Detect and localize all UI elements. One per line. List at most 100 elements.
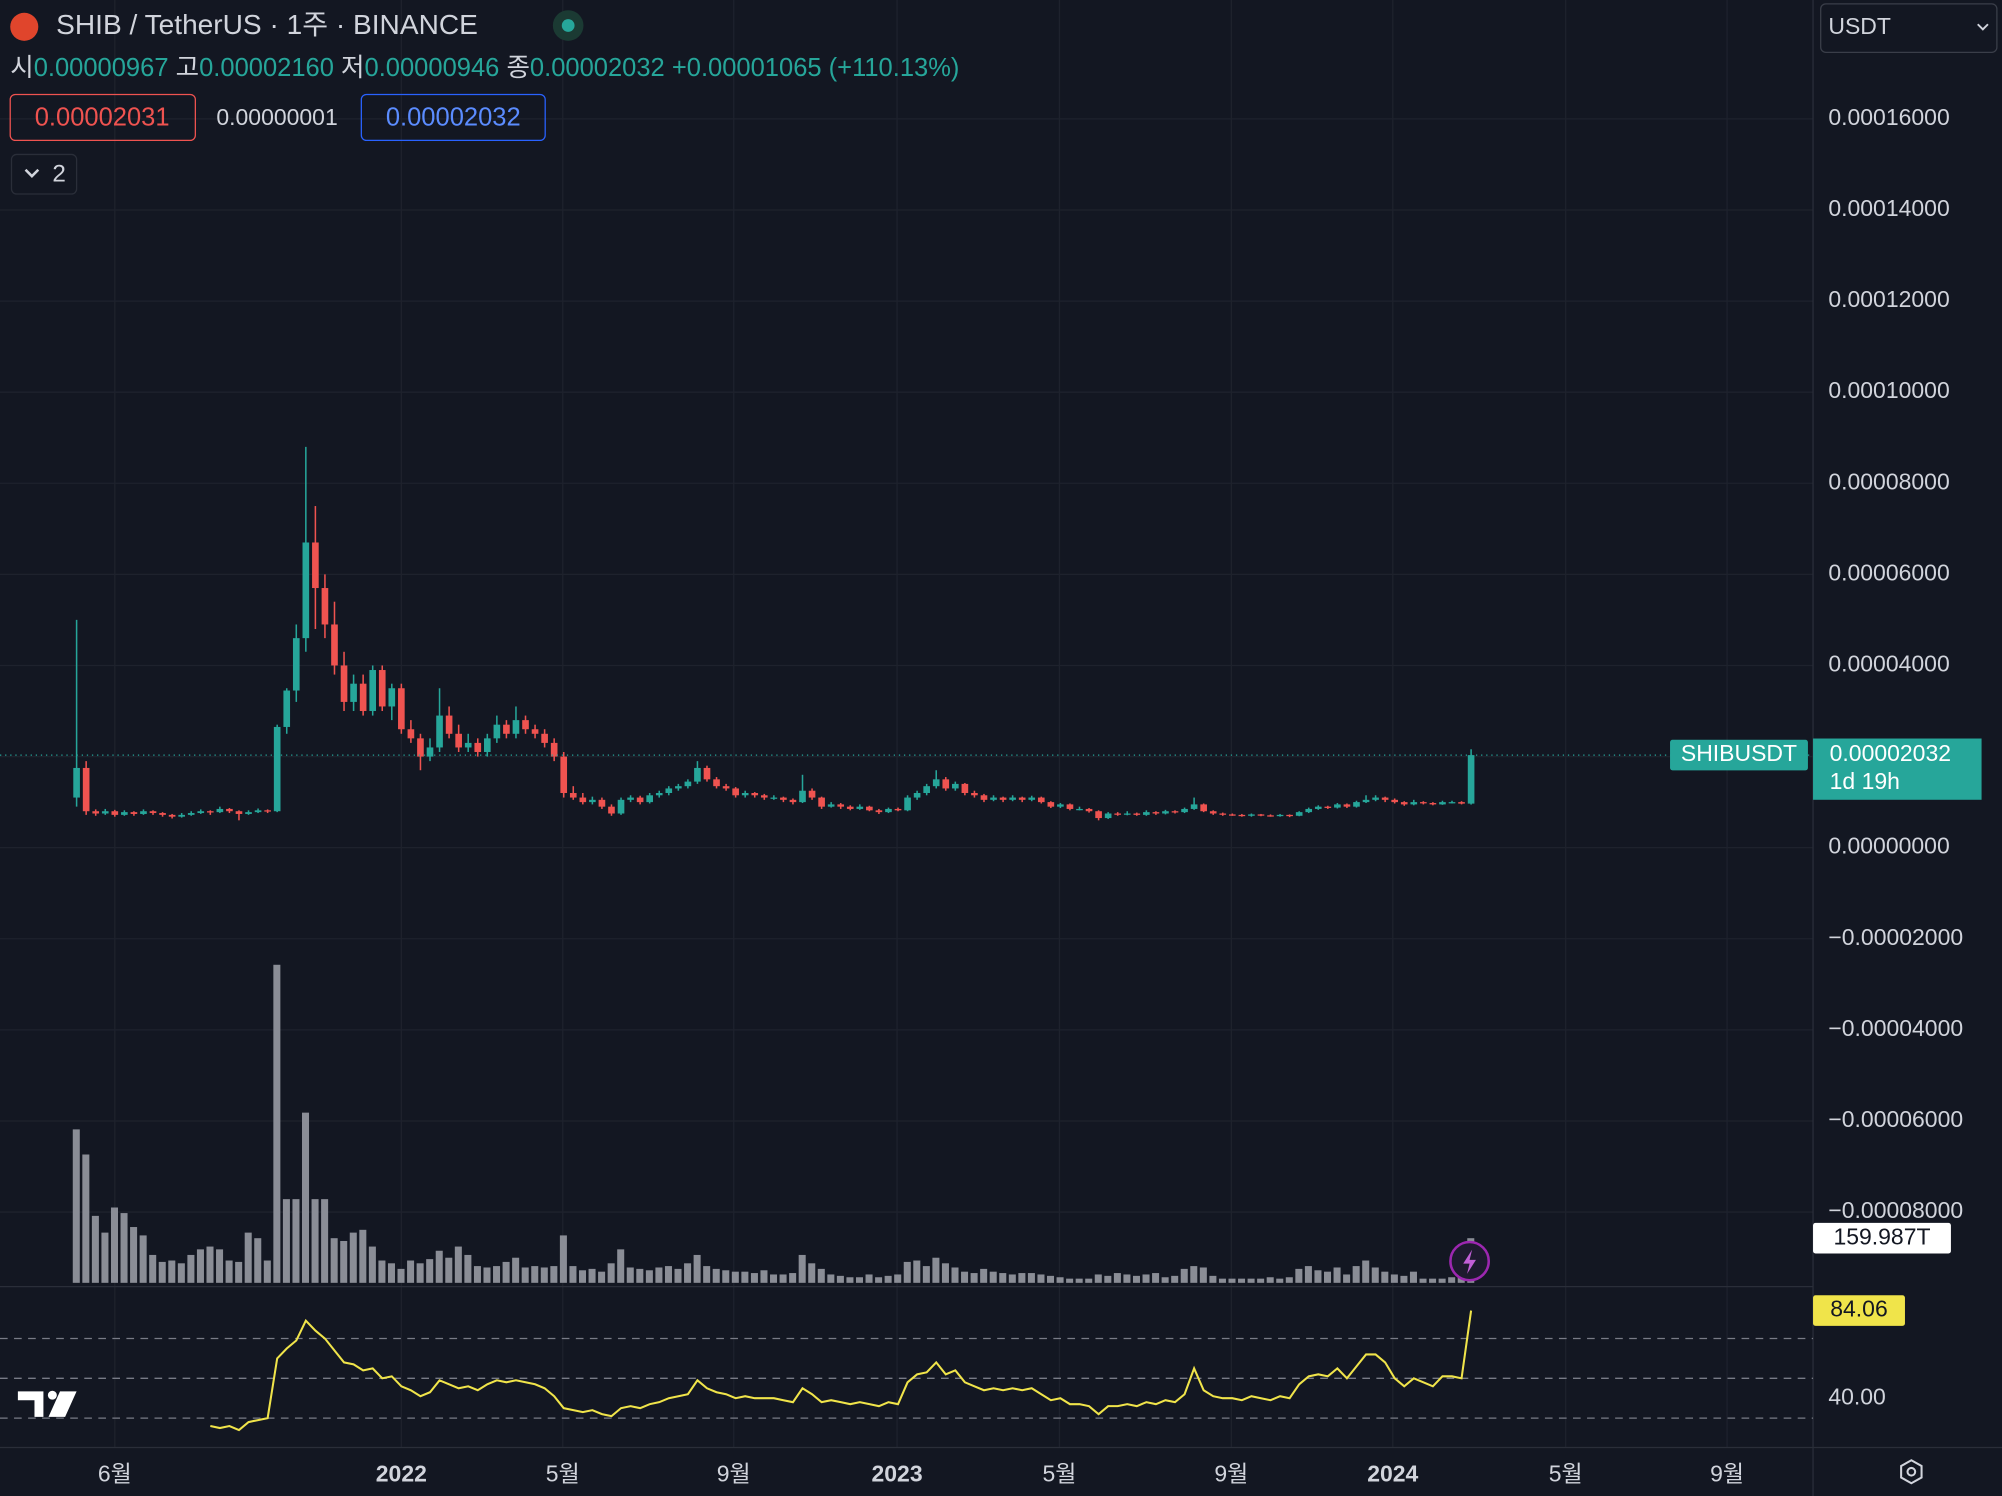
volume-bar bbox=[1161, 1277, 1169, 1283]
volume-bar bbox=[426, 1259, 434, 1283]
volume-bar bbox=[693, 1254, 701, 1283]
volume-bar bbox=[1190, 1266, 1198, 1283]
candle-body bbox=[1257, 814, 1265, 816]
sell-box[interactable] bbox=[9, 93, 196, 142]
spacer bbox=[499, 54, 506, 82]
settings-icon[interactable] bbox=[1900, 1459, 1923, 1485]
candle-body bbox=[894, 808, 902, 811]
volume-bar bbox=[216, 1249, 224, 1283]
candle-body bbox=[751, 793, 759, 796]
candle-body bbox=[598, 799, 606, 807]
candle-body bbox=[455, 733, 462, 748]
flash-bolt bbox=[1463, 1249, 1476, 1274]
volume-bar bbox=[1180, 1268, 1188, 1283]
volume-bar bbox=[206, 1246, 214, 1283]
volume-bar bbox=[1371, 1267, 1379, 1283]
x-tick-label: 9월 bbox=[1710, 1461, 1744, 1487]
candle-body bbox=[646, 795, 654, 803]
x-tick-label: 2023 bbox=[872, 1461, 923, 1487]
candle-body bbox=[159, 813, 166, 815]
indicator-count[interactable]: 2 bbox=[52, 160, 66, 187]
candle-body bbox=[541, 733, 548, 743]
volume-bar bbox=[473, 1266, 481, 1283]
volume-bar bbox=[273, 964, 281, 1283]
spacer bbox=[334, 54, 341, 82]
volume-bar bbox=[1304, 1266, 1312, 1283]
sell-price[interactable]: 0.00002031 bbox=[35, 103, 170, 131]
volume-bar bbox=[1314, 1270, 1322, 1283]
volume-bar bbox=[1075, 1278, 1083, 1283]
candle-body bbox=[92, 811, 100, 814]
volume-bar bbox=[932, 1257, 940, 1283]
candle-body bbox=[617, 799, 625, 814]
volume-bar bbox=[1066, 1278, 1074, 1283]
candle-body bbox=[426, 747, 434, 757]
candle-body bbox=[1248, 814, 1255, 816]
candle-body bbox=[493, 724, 501, 739]
candle-body bbox=[1095, 811, 1102, 819]
volume-bar bbox=[1142, 1274, 1150, 1283]
volume-bar bbox=[875, 1277, 883, 1283]
candle-body bbox=[675, 786, 682, 789]
volume-bar bbox=[1113, 1273, 1121, 1283]
candle-body bbox=[445, 715, 453, 734]
currency[interactable]: USDT bbox=[1828, 13, 1891, 39]
volume-bar bbox=[1295, 1268, 1303, 1283]
ohlc-value: 0.00000946 bbox=[365, 54, 500, 82]
candle-body bbox=[1400, 802, 1408, 805]
volume-bar bbox=[1285, 1277, 1293, 1283]
candle-body bbox=[569, 793, 577, 798]
candle-body bbox=[1381, 797, 1389, 800]
volume-bar bbox=[1448, 1277, 1456, 1283]
candle-body bbox=[999, 797, 1007, 800]
candle-body bbox=[694, 767, 701, 782]
volume-bar bbox=[158, 1261, 166, 1283]
volume-bar bbox=[664, 1266, 672, 1283]
candle-body bbox=[1324, 806, 1332, 808]
candle-body bbox=[398, 688, 405, 730]
candle-body bbox=[1305, 808, 1313, 813]
candle-body bbox=[799, 790, 806, 803]
x-tick-label: 2022 bbox=[376, 1461, 427, 1487]
candle-body bbox=[1267, 815, 1274, 817]
countdown: 1d 19h bbox=[1830, 768, 1900, 794]
candle-body bbox=[923, 786, 930, 794]
candle-body bbox=[1028, 797, 1036, 800]
candle-body bbox=[1133, 813, 1141, 815]
candle-body bbox=[1200, 804, 1207, 812]
buy-box[interactable] bbox=[360, 93, 546, 142]
candle-body bbox=[1295, 812, 1303, 816]
candle-body bbox=[760, 795, 768, 798]
volume-bar bbox=[493, 1266, 501, 1283]
buy-price[interactable]: 0.00002032 bbox=[386, 103, 521, 131]
candle-body bbox=[1209, 811, 1217, 814]
ohlc-key: 고 bbox=[176, 54, 199, 82]
volume-bar bbox=[1257, 1278, 1265, 1283]
volume-bar bbox=[999, 1273, 1007, 1283]
volume-bar bbox=[578, 1270, 587, 1283]
ohlc-change: +0.00001065 (+110.13%) bbox=[672, 54, 960, 82]
candle-body bbox=[1152, 812, 1160, 814]
volume-bar bbox=[235, 1261, 243, 1283]
volume-bar bbox=[1218, 1278, 1226, 1283]
ohlc-value: 0.00002032 bbox=[530, 54, 665, 82]
volume-bar bbox=[626, 1267, 634, 1283]
candle-body bbox=[1047, 802, 1055, 807]
volume-bar bbox=[636, 1268, 644, 1283]
currency-select[interactable] bbox=[1820, 3, 1998, 53]
volume-bar bbox=[922, 1266, 930, 1283]
candle-body bbox=[913, 793, 921, 798]
volume-bar bbox=[378, 1260, 386, 1283]
candle-body bbox=[560, 756, 568, 794]
volume-bar bbox=[1390, 1274, 1398, 1283]
y-tick-label: 0.00014000 bbox=[1828, 195, 1949, 221]
volume-bar bbox=[903, 1261, 911, 1283]
rsi-tick-label: 40.00 bbox=[1828, 1383, 1885, 1409]
candle-body bbox=[1372, 797, 1379, 800]
x-tick-label: 9월 bbox=[717, 1461, 751, 1487]
indicator-toggle[interactable] bbox=[10, 153, 78, 195]
candle-body bbox=[1391, 799, 1399, 803]
volume-bar bbox=[1123, 1274, 1131, 1283]
volume-bar bbox=[827, 1274, 835, 1283]
x-tick-label: 2024 bbox=[1367, 1461, 1418, 1487]
